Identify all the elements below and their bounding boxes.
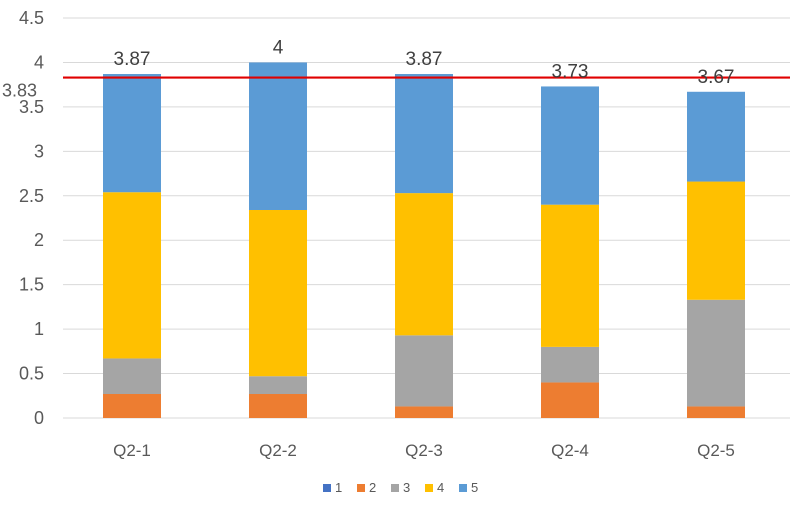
y-tick-label: 4 (34, 52, 44, 72)
bar-segment-5 (249, 62, 307, 210)
total-data-label: 3.67 (698, 67, 735, 88)
x-axis-categories: Q2-1 Q2-2 Q2-3 Q2-4 Q2-5 (113, 441, 735, 460)
y-tick-label: 4.5 (19, 8, 44, 28)
y-tick-label: 3 (34, 141, 44, 161)
bar-segment-3 (249, 376, 307, 394)
legend-label: 5 (471, 480, 478, 495)
legend-swatch-1 (323, 484, 331, 492)
bar-segment-5 (395, 74, 453, 194)
y-tick-label: 1 (34, 319, 44, 339)
legend-swatch-4 (425, 484, 433, 492)
bar-segment-4 (103, 192, 161, 359)
data-labels: 3.87 4 3.87 3.73 3.67 (114, 37, 735, 87)
x-category-label: Q2-1 (113, 441, 151, 460)
legend-label: 3 (403, 480, 410, 495)
bar-segment-4 (541, 204, 599, 347)
bar-segment-4 (687, 181, 745, 300)
bar-segment-2 (541, 382, 599, 418)
reference-line-group: 3.83 (2, 76, 790, 101)
x-category-label: Q2-5 (697, 441, 735, 460)
y-tick-label: 3.5 (19, 97, 44, 117)
reference-line-label: 3.83 (2, 81, 37, 101)
bar-segment-4 (249, 210, 307, 377)
bars (103, 62, 745, 418)
legend-label: 1 (335, 480, 342, 495)
legend: 1 2 3 4 5 (323, 480, 478, 495)
bar-segment-2 (687, 406, 745, 418)
bar-segment-2 (249, 394, 307, 418)
bar-segment-3 (541, 346, 599, 383)
bar-segment-2 (395, 406, 453, 418)
y-tick-label: 0 (34, 408, 44, 428)
y-tick-label: 2.5 (19, 186, 44, 206)
bar-segment-2 (103, 394, 161, 418)
total-data-label: 3.87 (406, 49, 443, 70)
bar-segment-3 (687, 299, 745, 407)
bar-segment-3 (395, 335, 453, 407)
y-tick-label: 2 (34, 230, 44, 250)
x-category-label: Q2-4 (551, 441, 589, 460)
legend-swatch-2 (357, 484, 365, 492)
total-data-label: 3.87 (114, 49, 151, 70)
x-category-label: Q2-2 (259, 441, 297, 460)
total-data-label: 4 (273, 37, 284, 58)
bar-segment-5 (687, 91, 745, 182)
bar-segment-4 (395, 193, 453, 336)
legend-label: 2 (369, 480, 376, 495)
legend-label: 4 (437, 480, 444, 495)
y-axis-ticks: 0 0.5 1 1.5 2 2.5 3 3.5 4 4.5 (19, 8, 44, 428)
bar-segment-5 (541, 86, 599, 205)
bar-segment-3 (103, 358, 161, 394)
legend-swatch-3 (391, 484, 399, 492)
y-tick-label: 1.5 (19, 275, 44, 295)
x-category-label: Q2-3 (405, 441, 443, 460)
y-tick-label: 0.5 (19, 364, 44, 384)
total-data-label: 3.73 (552, 61, 589, 82)
legend-swatch-5 (459, 484, 467, 492)
bar-segment-5 (103, 74, 161, 193)
